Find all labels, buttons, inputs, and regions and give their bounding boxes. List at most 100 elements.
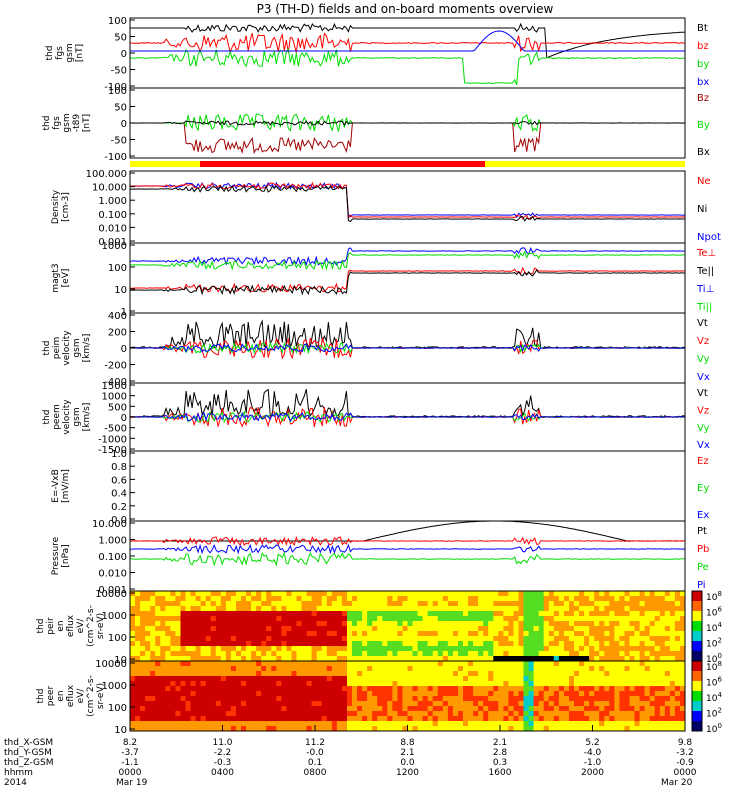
spec-cell — [417, 661, 424, 667]
spec-cell — [452, 641, 459, 647]
spec-cell — [195, 596, 202, 602]
y-tick-label: 0.100 — [98, 552, 127, 563]
spec-cell — [281, 716, 287, 722]
spec-cell — [579, 691, 585, 697]
spec-cell — [341, 686, 348, 692]
spec-cell — [326, 656, 333, 661]
spec-cell — [407, 616, 414, 622]
spec-cell — [215, 696, 222, 702]
spec-cell — [659, 596, 666, 602]
spec-cell — [432, 726, 439, 731]
spec-cell — [357, 691, 363, 697]
spec-cell — [654, 721, 661, 727]
spec-cell — [331, 701, 338, 707]
spec-cell — [674, 626, 681, 632]
spec-cell — [417, 626, 424, 632]
spec-cell — [326, 711, 333, 717]
spec-cell — [382, 691, 388, 697]
spec-cell — [629, 726, 636, 731]
spec-cell — [311, 616, 318, 622]
spec-cell — [584, 681, 590, 687]
spec-cell — [528, 656, 535, 661]
spec-cell — [558, 611, 565, 617]
spec-cell — [215, 711, 222, 717]
spec-cell — [336, 651, 343, 657]
spec-cell — [397, 696, 403, 702]
spec-cell — [362, 631, 368, 637]
spec-cell — [402, 661, 409, 667]
spec-cell — [387, 726, 393, 731]
spec-cell — [397, 631, 403, 637]
spec-cell — [548, 591, 555, 597]
spec-cell — [296, 591, 303, 597]
spec-cell — [261, 666, 267, 672]
spec-cell — [357, 701, 363, 707]
spec-cell — [533, 621, 540, 627]
spec-cell — [594, 626, 600, 632]
spec-cell — [276, 631, 282, 637]
spec-cell — [584, 661, 590, 667]
spec-cell — [422, 726, 429, 731]
spec-cell — [291, 681, 298, 687]
spec-cell — [463, 661, 469, 667]
spec-cell — [664, 666, 671, 672]
spec-cell — [629, 721, 636, 727]
spec-cell — [604, 696, 610, 702]
spec-cell — [185, 646, 192, 652]
spec-cell — [432, 631, 439, 637]
spec-cell — [417, 636, 424, 642]
spec-cell — [220, 596, 227, 602]
spec-cell — [422, 636, 429, 642]
spec-cell — [680, 636, 685, 642]
spec-cell — [392, 706, 398, 712]
spec-cell — [473, 596, 479, 602]
spec-cell — [150, 641, 156, 647]
spec-cell — [609, 681, 615, 687]
spec-cell — [256, 696, 262, 702]
spec-cell — [664, 631, 671, 637]
spec-cell — [165, 706, 171, 712]
spec-cell — [589, 716, 595, 722]
spec-cell — [256, 606, 262, 612]
spec-cell — [624, 661, 631, 667]
panel-8: 10810610410210010000100010010thdpeirenef… — [36, 589, 722, 666]
spec-cell — [347, 726, 353, 731]
spec-cell — [569, 691, 575, 697]
spec-cell — [553, 721, 560, 727]
spec-cell — [215, 636, 222, 642]
spec-cell — [321, 686, 328, 692]
spec-cell — [301, 721, 308, 727]
spec-cell — [140, 706, 146, 712]
spec-cell — [503, 666, 509, 672]
spec-cell — [180, 671, 187, 677]
spec-cell — [145, 646, 151, 652]
spec-cell — [452, 656, 459, 661]
spec-cell — [412, 726, 419, 731]
spec-cell — [503, 701, 509, 707]
spec-cell — [246, 596, 252, 602]
spec-cell — [594, 651, 600, 657]
spec-cell — [377, 666, 383, 672]
spec-cell — [316, 631, 323, 637]
spec-cell — [347, 721, 353, 727]
spec-cell — [543, 671, 550, 677]
spec-cell — [397, 596, 403, 602]
spec-cell — [160, 616, 166, 622]
spec-cell — [503, 706, 509, 712]
spec-cell — [563, 616, 570, 622]
spec-cell — [377, 636, 383, 642]
spec-cell — [331, 686, 338, 692]
spec-cell — [210, 671, 217, 677]
position-row-label: thd_Z-GSM — [4, 758, 53, 768]
spec-cell — [321, 596, 328, 602]
spec-cell — [412, 626, 419, 632]
spec-cell — [215, 701, 222, 707]
spec-cell — [281, 651, 287, 657]
spec-cell — [362, 636, 368, 642]
spec-cell — [195, 606, 202, 612]
spec-cell — [261, 596, 267, 602]
spec-cell — [543, 701, 550, 707]
spec-cell — [533, 721, 540, 727]
spec-cell — [296, 701, 303, 707]
spec-cell — [659, 606, 666, 612]
